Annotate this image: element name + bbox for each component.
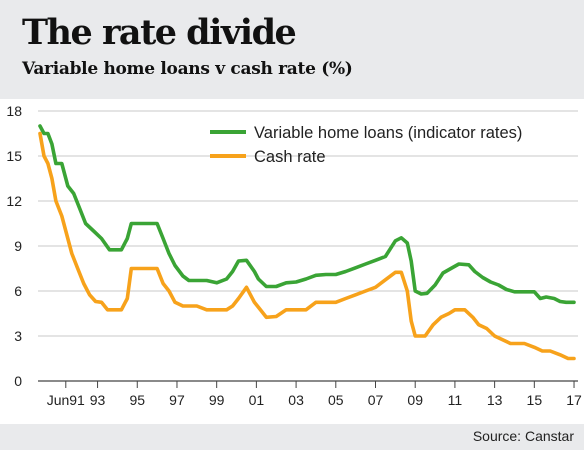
chart-footer: Source: Canstar bbox=[0, 424, 584, 450]
x-tick-label: 17 bbox=[566, 392, 582, 408]
x-tick-label: 15 bbox=[527, 392, 543, 408]
series-line-variable-home-loans bbox=[38, 124, 576, 305]
y-tick-label: 15 bbox=[6, 148, 22, 164]
x-tick-label: 05 bbox=[328, 392, 344, 408]
series-line-cash-rate bbox=[38, 131, 576, 361]
chart-title: The rate divide bbox=[22, 12, 297, 53]
legend-label: Cash rate bbox=[254, 148, 326, 166]
x-tick-label: 99 bbox=[209, 392, 225, 408]
x-tick-label: 07 bbox=[368, 392, 384, 408]
x-tick-label: 93 bbox=[90, 392, 106, 408]
x-tick-label: 97 bbox=[169, 392, 185, 408]
x-tick-label: 03 bbox=[288, 392, 304, 408]
y-tick-label: 9 bbox=[14, 238, 22, 254]
legend-label: Variable home loans (indicator rates) bbox=[254, 124, 522, 142]
x-tick-label: 09 bbox=[407, 392, 423, 408]
x-tick-label: 01 bbox=[249, 392, 265, 408]
y-tick-label: 12 bbox=[6, 193, 22, 209]
y-tick-label: 6 bbox=[14, 283, 22, 299]
x-tick-label: Jun91 bbox=[47, 392, 85, 408]
chart-header: The rate divide Variable home loans v ca… bbox=[0, 0, 584, 99]
x-tick-label: 13 bbox=[487, 392, 503, 408]
source-note: Source: Canstar bbox=[472, 428, 574, 444]
x-tick-label: 11 bbox=[448, 392, 463, 408]
chart-subtitle: Variable home loans v cash rate (%) bbox=[22, 59, 353, 79]
x-tick-label: 95 bbox=[129, 392, 145, 408]
y-tick-label: 3 bbox=[14, 328, 22, 344]
y-tick-label: 0 bbox=[14, 373, 22, 389]
y-tick-label: 18 bbox=[6, 103, 22, 119]
